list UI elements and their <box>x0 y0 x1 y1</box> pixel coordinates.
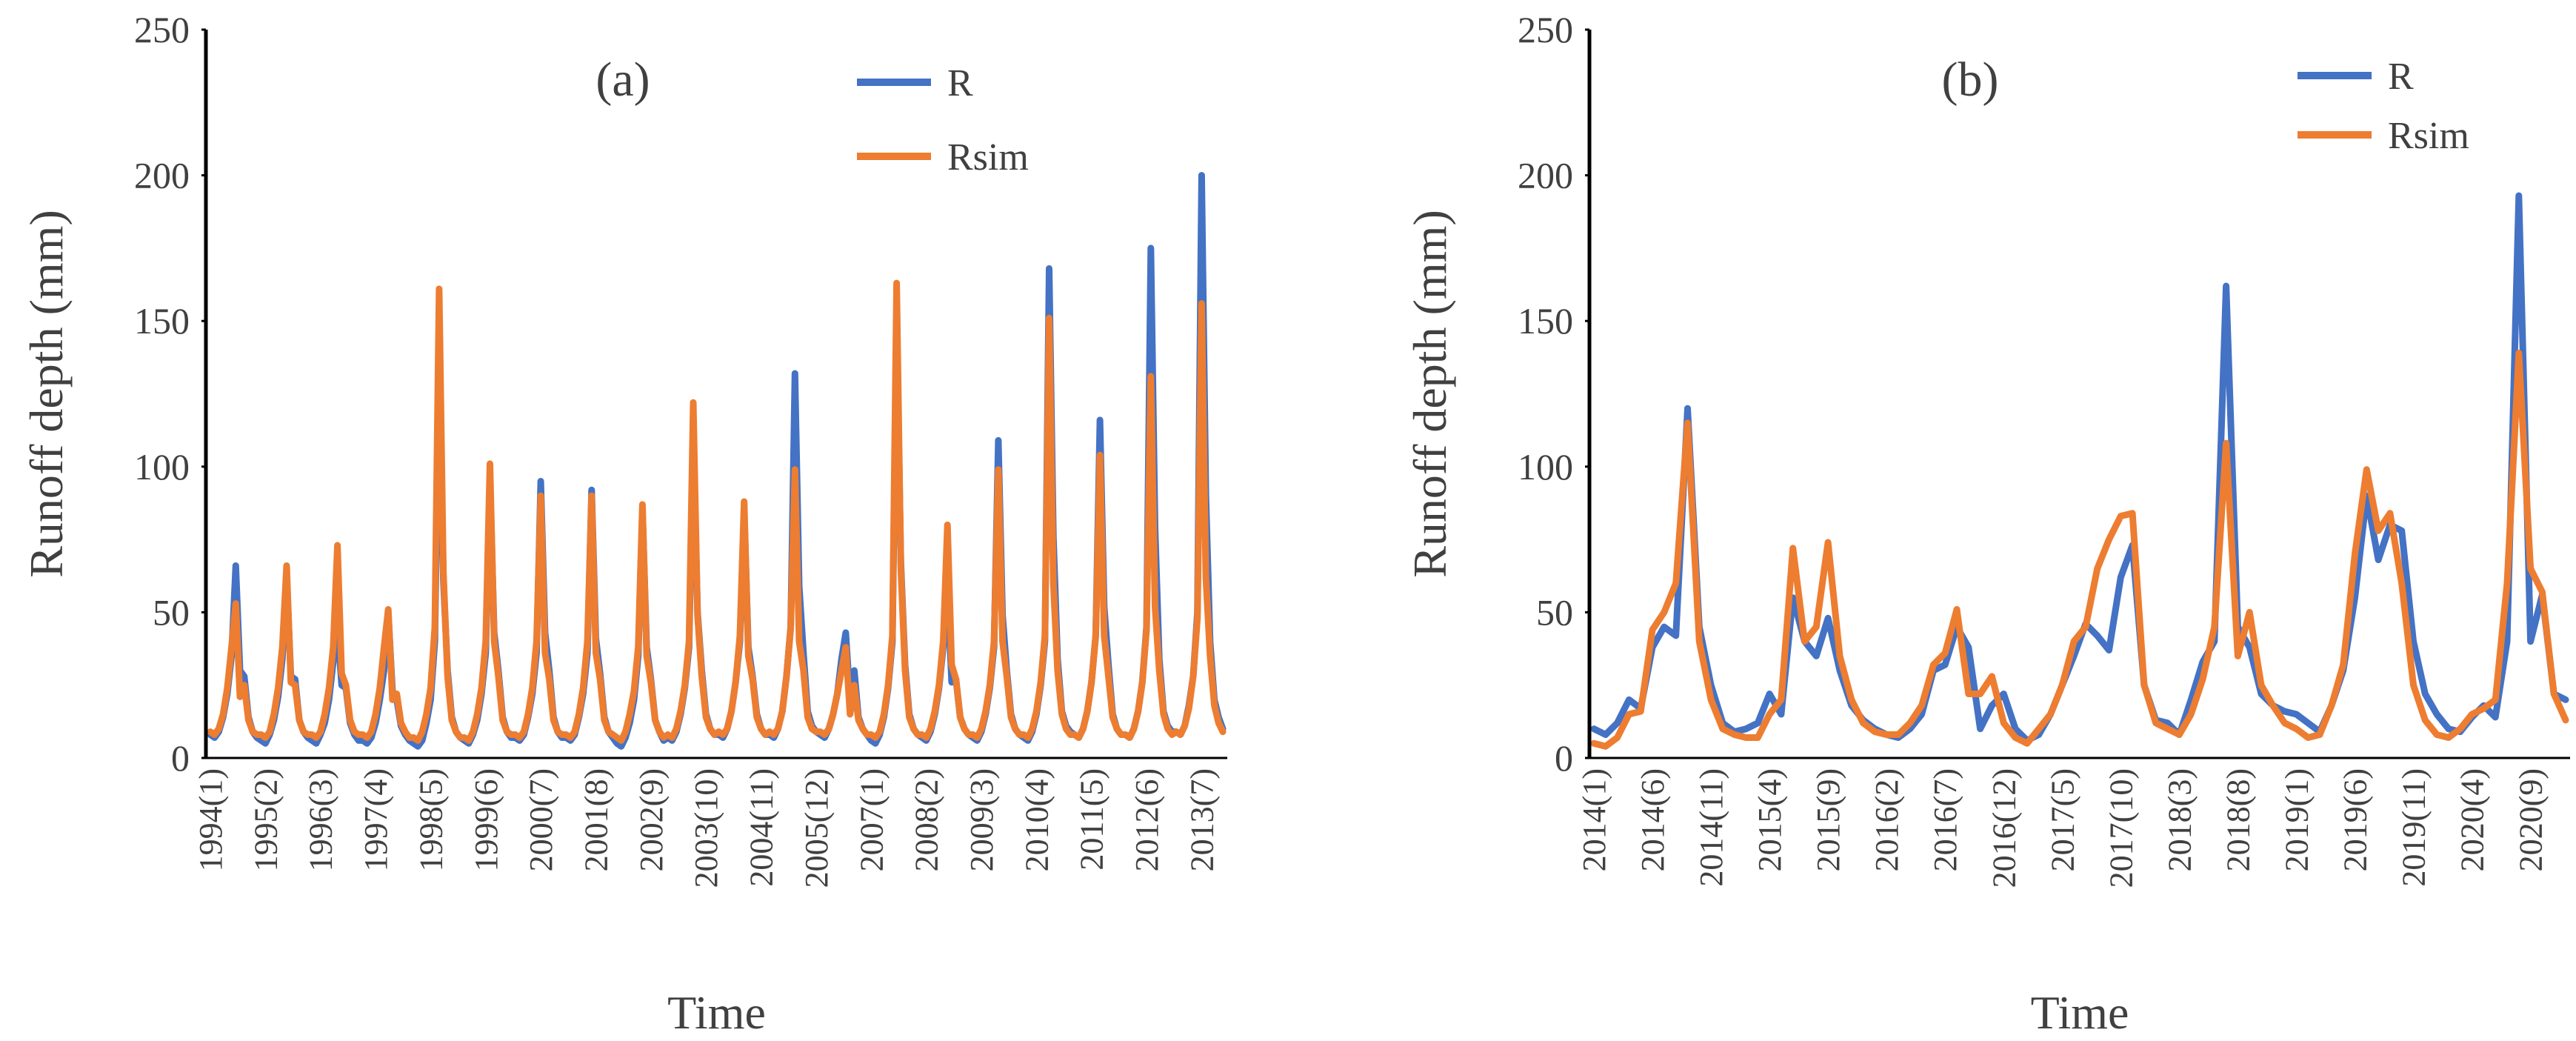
x-tick-label: 2018(8) <box>2220 768 2256 871</box>
x-tick-label: 2012(6) <box>1129 768 1165 871</box>
plot: 0 50 100 150 200 250 2014(1) 2014(6) 2014(11) 201… <box>1404 9 2570 1039</box>
panel-title: (a) <box>595 53 650 107</box>
x-tick-label: 2002(9) <box>633 768 670 871</box>
panel-title: (b) <box>1942 53 1999 107</box>
y-axis-title: Runoff depth (mm) <box>20 210 73 578</box>
x-tick-label: 2005(12) <box>798 768 835 888</box>
y-tick-label: 0 <box>171 737 190 779</box>
x-tick-label: 2019(6) <box>2337 768 2373 871</box>
x-tick-label: 2000(7) <box>523 768 559 871</box>
x-tick-label: 1997(4) <box>358 768 394 871</box>
x-axis-title: Time <box>667 986 766 1039</box>
x-tick-label: 2016(7) <box>1927 768 1963 871</box>
x-tick-label: 2004(11) <box>744 768 780 887</box>
x-tick-label: 2003(10) <box>688 768 724 888</box>
y-tick-label: 150 <box>1518 300 1573 342</box>
series-line <box>1590 350 2569 750</box>
y-tick-label: 0 <box>1555 737 1573 779</box>
y-tick-label: 200 <box>134 155 190 196</box>
x-tick-label: 2013(7) <box>1184 768 1220 871</box>
series-line <box>207 279 1227 744</box>
legend-label: Rsim <box>2388 115 2469 157</box>
x-tick-label: 2009(3) <box>964 768 1000 871</box>
legend-label: Rsim <box>947 136 1029 179</box>
series-line <box>1590 192 2569 744</box>
y-tick-label: 150 <box>134 300 190 342</box>
y-tick-label: 250 <box>134 9 190 50</box>
legend-label: R <box>2388 56 2414 98</box>
x-tick-label: 2019(11) <box>2396 768 2432 887</box>
x-tick-label: 2014(11) <box>1693 768 1729 887</box>
x-tick-label: 2008(2) <box>909 768 945 871</box>
x-tick-label: 2015(4) <box>1752 768 1788 871</box>
x-tick-label: 2017(10) <box>2103 768 2139 888</box>
x-tick-label: 2016(12) <box>1986 768 2022 888</box>
x-axis-title: Time <box>2031 986 2129 1039</box>
y-tick-label: 250 <box>1518 9 1573 50</box>
x-tick-label: 1994(1) <box>193 768 229 871</box>
x-tick-label: 1999(6) <box>468 768 504 871</box>
legend-label: R <box>947 62 973 104</box>
x-tick-label: 2014(6) <box>1635 768 1671 871</box>
plot: 0 50 100 150 200 250 1994(1) 1995(2) 1996(3) 1997… <box>20 9 1227 1039</box>
x-tick-label: 2017(5) <box>2044 768 2081 871</box>
x-tick-label: 2001(8) <box>578 768 614 871</box>
y-tick-label: 50 <box>153 591 190 633</box>
x-tick-label: 2020(4) <box>2455 768 2491 871</box>
x-tick-label: 2016(2) <box>1869 768 1905 871</box>
x-tick-label: 2014(1) <box>1576 768 1612 871</box>
y-tick-label: 200 <box>1518 155 1573 196</box>
y-tick-label: 100 <box>1518 446 1573 488</box>
x-tick-label: 1998(5) <box>413 768 449 871</box>
y-tick-label: 50 <box>1536 591 1573 633</box>
y-tick-label: 100 <box>134 446 190 488</box>
y-axis-title: Runoff depth (mm) <box>1404 210 1456 578</box>
x-tick-label: 2010(4) <box>1018 768 1055 871</box>
x-tick-label: 1995(2) <box>247 768 284 871</box>
x-tick-label: 2007(1) <box>853 768 890 871</box>
x-tick-label: 2011(5) <box>1074 768 1110 871</box>
x-tick-label: 2015(9) <box>1810 768 1846 871</box>
x-tick-label: 2018(3) <box>2161 768 2198 871</box>
x-tick-label: 2020(9) <box>2513 768 2549 871</box>
x-tick-label: 1996(3) <box>303 768 339 871</box>
x-tick-label: 2019(1) <box>2278 768 2315 871</box>
series-line <box>207 172 1227 750</box>
